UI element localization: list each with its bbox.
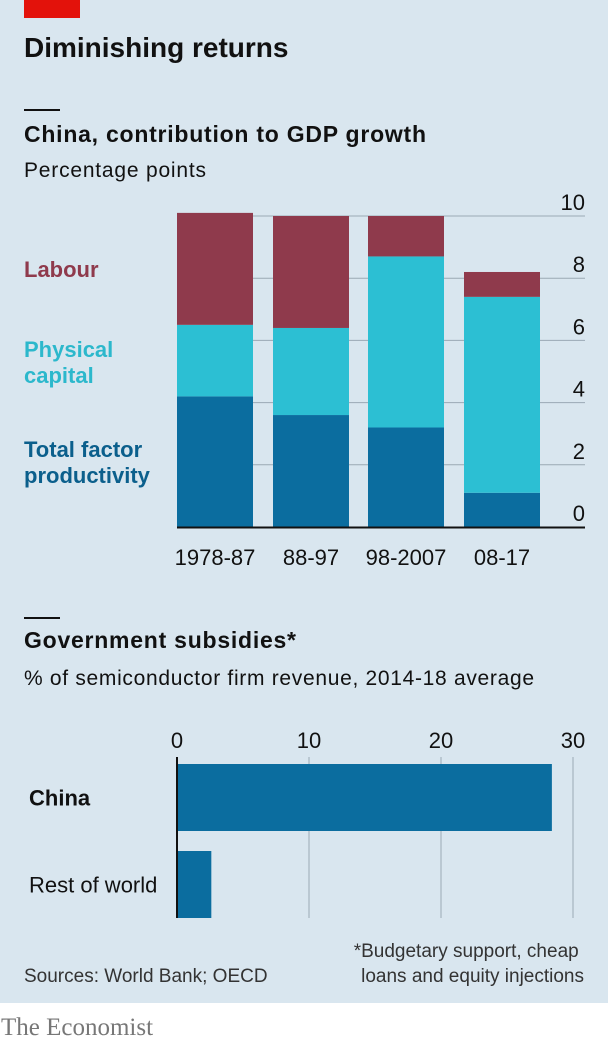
y-tick-label: 6 xyxy=(573,314,585,339)
bar-segment-physical-capital xyxy=(177,324,253,397)
bar-segment-physical-capital xyxy=(368,256,444,428)
section-rule xyxy=(24,617,60,619)
legend-labour-line: Labour xyxy=(24,257,99,282)
bar-segment-total-factor-productivity xyxy=(368,427,444,527)
y-tick-label: 8 xyxy=(573,252,585,277)
x-tick-label: 98-2007 xyxy=(366,545,447,570)
footnote-line2: loans and equity injections xyxy=(361,966,584,987)
legend-capital: Physical capital xyxy=(24,337,119,388)
x-tick-label: 0 xyxy=(171,728,183,753)
footnote-line1: *Budgetary support, cheap xyxy=(354,941,579,962)
legend-capital-line1: Physical xyxy=(24,337,113,362)
bar-china xyxy=(177,764,552,831)
bar-segment-total-factor-productivity xyxy=(273,415,349,527)
bar-segment-total-factor-productivity xyxy=(464,492,540,527)
economist-logo: The Economist xyxy=(1,1014,153,1041)
legend-tfp-line2: productivity xyxy=(24,463,151,488)
bar-segment-total-factor-productivity xyxy=(177,396,253,527)
chart1-subtitle: Percentage points xyxy=(24,159,206,182)
main-title: Diminishing returns xyxy=(24,32,288,63)
bar-segment-physical-capital xyxy=(464,296,540,493)
chart1-title: China, contribution to GDP growth xyxy=(24,121,426,147)
x-tick-label: 20 xyxy=(429,728,453,753)
category-label: China xyxy=(29,786,91,811)
bar-rest-of-world xyxy=(177,851,212,918)
chart2-title: Government subsidies* xyxy=(24,627,296,653)
bar-segment-physical-capital xyxy=(273,327,349,416)
category-label: Rest of world xyxy=(29,873,157,898)
red-tab xyxy=(24,0,80,18)
y-tick-label: 4 xyxy=(573,377,585,402)
legend-labour: Labour xyxy=(24,257,99,282)
x-tick-label: 1978-87 xyxy=(175,545,256,570)
y-tick-label: 0 xyxy=(573,501,585,526)
x-tick-label: 30 xyxy=(561,728,585,753)
legend-tfp-line1: Total factor xyxy=(24,437,143,462)
bar-segment-labour xyxy=(368,216,444,257)
legend-capital-line2: capital xyxy=(24,363,94,388)
x-tick-label: 88-97 xyxy=(283,545,339,570)
chart2-subtitle: % of semiconductor firm revenue, 2014-18… xyxy=(24,667,534,690)
x-tick-label: 10 xyxy=(297,728,321,753)
section-rule xyxy=(24,109,60,111)
source-note: Sources: World Bank; OECD xyxy=(24,966,268,987)
y-tick-label: 2 xyxy=(573,439,585,464)
bar-segment-labour xyxy=(177,212,253,325)
footnote: *Budgetary support, cheap loans and equi… xyxy=(354,941,584,987)
x-tick-label: 08-17 xyxy=(474,545,530,570)
bar-segment-labour xyxy=(273,216,349,328)
y-tick-label: 10 xyxy=(561,190,585,215)
bar-segment-labour xyxy=(464,271,540,297)
legend-tfp: Total factor productivity xyxy=(24,437,151,488)
